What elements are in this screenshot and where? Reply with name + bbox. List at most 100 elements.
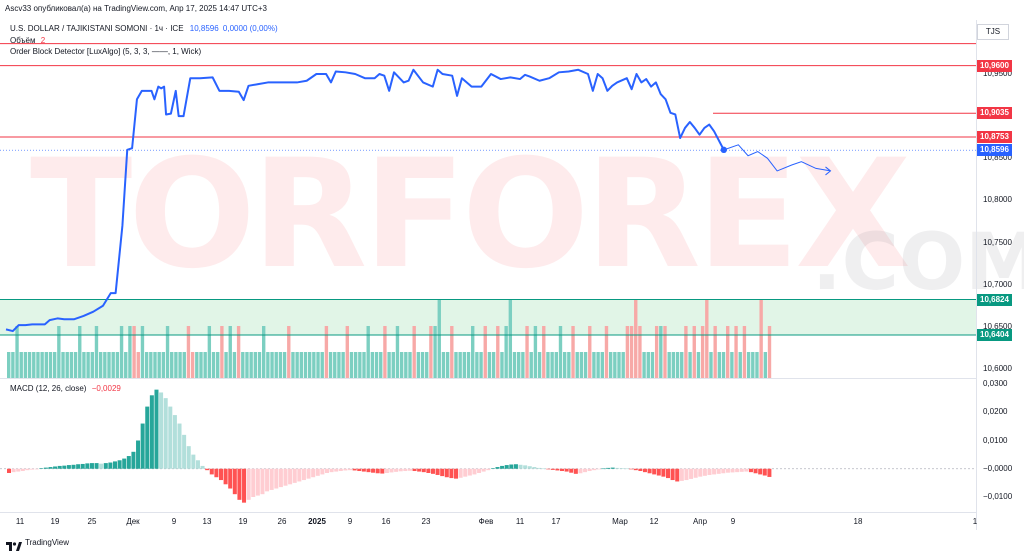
macd-bar xyxy=(25,468,30,471)
macd-bar xyxy=(237,468,242,500)
volume-bar xyxy=(613,352,617,378)
macd-value: −0,0029 xyxy=(91,384,121,393)
price-tick-label: 10,7500 xyxy=(983,237,1012,247)
symbol-title: U.S. DOLLAR / TAJIKISTANI SOMONI · 1ч · … xyxy=(10,24,184,33)
time-tick-label: 17 xyxy=(551,517,561,526)
time-tick-label: 9 xyxy=(171,517,177,526)
volume-bar xyxy=(90,352,94,378)
volume-bar xyxy=(416,352,421,378)
volume-bar xyxy=(738,352,742,378)
volume-bar xyxy=(475,352,479,378)
volume-bar xyxy=(688,352,692,378)
macd-bar xyxy=(375,468,380,474)
macd-bar xyxy=(57,465,62,469)
macd-bar xyxy=(177,423,182,469)
macd-bar xyxy=(99,463,104,469)
macd-bar xyxy=(195,460,200,469)
volume-legend[interactable]: Объём 2 xyxy=(10,36,45,45)
volume-bar xyxy=(680,352,684,378)
volume-bar xyxy=(408,352,412,378)
price-tick-label: 10,6500 xyxy=(983,321,1012,331)
macd-bar xyxy=(182,434,187,469)
macd-bar xyxy=(103,463,108,469)
volume-bar xyxy=(140,326,145,378)
macd-bar xyxy=(324,468,329,473)
macd-bar xyxy=(564,468,569,472)
macd-bar xyxy=(444,468,449,478)
volume-bar xyxy=(144,352,149,378)
volume-label: Объём xyxy=(10,36,36,45)
price-tick-label: 10,8000 xyxy=(983,195,1012,205)
volume-bar xyxy=(734,326,738,378)
currency-button[interactable]: TJS xyxy=(977,24,1009,40)
watermark-left: TORFOREX xyxy=(30,128,911,302)
volume-bar xyxy=(533,326,538,378)
volume-bar xyxy=(517,352,521,378)
symbol-legend[interactable]: U.S. DOLLAR / TAJIKISTANI SOMONI · 1ч · … xyxy=(10,24,278,33)
macd-bar xyxy=(149,395,154,469)
volume-bar xyxy=(483,326,487,378)
volume-bar xyxy=(755,352,759,378)
macd-bar xyxy=(467,468,472,476)
macd-bar xyxy=(592,468,597,471)
macd-bar xyxy=(725,468,730,473)
volume-bar xyxy=(638,326,642,378)
macd-bar xyxy=(214,468,219,478)
volume-bar xyxy=(178,352,182,378)
macd-bar xyxy=(76,464,81,469)
volume-bar xyxy=(190,352,195,378)
volume-bar xyxy=(370,352,375,378)
volume-bar xyxy=(433,326,437,378)
macd-bar xyxy=(108,462,113,469)
macd-bar xyxy=(486,468,491,471)
volume-bar xyxy=(65,352,69,378)
macd-bar xyxy=(421,468,426,473)
macd-bar xyxy=(666,468,671,479)
indicator-legend[interactable]: Order Block Detector [LuxAlgo] (5, 3, 3,… xyxy=(10,47,202,56)
macd-bar xyxy=(536,467,541,469)
macd-tick-label: 0,0100 xyxy=(983,435,1008,445)
volume-bar xyxy=(508,300,513,378)
price-change: 0,0000 (0,00%) xyxy=(222,24,278,33)
macd-bar xyxy=(348,468,353,471)
macd-bar xyxy=(735,468,740,473)
macd-label: MACD (12, 26, close) xyxy=(10,384,87,393)
macd-bar xyxy=(11,468,16,473)
macd-bar xyxy=(154,389,159,469)
macd-bar xyxy=(297,468,302,482)
volume-bar xyxy=(445,352,450,378)
macd-bar xyxy=(343,468,348,471)
volume-bar xyxy=(742,326,747,378)
macd-bar xyxy=(702,468,707,476)
volume-bar xyxy=(207,326,212,378)
pane-separator[interactable] xyxy=(0,378,976,379)
tradingview-logo[interactable]: TradingView xyxy=(6,538,69,551)
volume-bar xyxy=(249,352,253,378)
volume-bar xyxy=(709,352,713,378)
volume-bar xyxy=(316,352,320,378)
volume-bar xyxy=(575,352,579,378)
macd-bar xyxy=(94,463,99,469)
volume-bar xyxy=(466,352,471,378)
volume-bar xyxy=(232,352,237,378)
macd-bar xyxy=(642,468,647,473)
price-level-badge: 10,9600 xyxy=(977,59,1012,72)
macd-bar xyxy=(739,468,744,472)
volume-bar xyxy=(399,352,404,378)
volume-bar xyxy=(111,352,115,378)
volume-bar xyxy=(157,352,161,378)
time-tick-label: 1 xyxy=(972,517,978,526)
macd-bar xyxy=(112,461,118,469)
volume-bar xyxy=(667,352,671,378)
macd-bar xyxy=(43,467,48,469)
macd-bar xyxy=(712,468,717,475)
macd-bar xyxy=(186,446,191,469)
macd-bar xyxy=(532,467,537,469)
macd-legend[interactable]: MACD (12, 26, close) −0,0029 xyxy=(10,384,121,393)
macd-bar xyxy=(449,468,454,479)
macd-bar xyxy=(490,468,495,469)
volume-bar xyxy=(550,352,554,378)
volume-bar xyxy=(713,326,717,378)
macd-bar xyxy=(209,468,214,475)
volume-bar xyxy=(479,352,483,378)
